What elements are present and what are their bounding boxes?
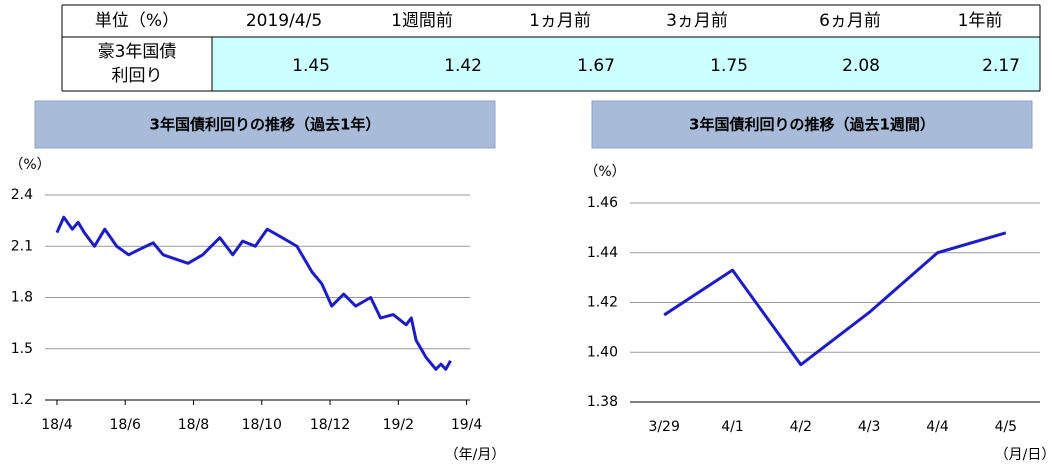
- chart-title: 3年国債利回りの推移（過去1年）: [150, 116, 381, 134]
- table-header: 1ヵ月前: [529, 11, 591, 31]
- table-header: 3ヵ月前: [666, 11, 728, 31]
- y-tick-label: 1.42: [587, 295, 618, 311]
- x-tick-label: 4/5: [995, 419, 1018, 435]
- table-value: 1.45: [292, 56, 330, 76]
- x-tick-label: 18/12: [310, 417, 350, 433]
- x-axis-label: （年/月）: [445, 447, 506, 463]
- table-header: 単位（%）: [95, 11, 179, 31]
- y-tick-label: 1.44: [587, 245, 618, 261]
- y-tick-label: 1.38: [587, 394, 618, 410]
- x-tick-label: 4/2: [790, 419, 813, 435]
- table-value: 2.17: [982, 56, 1020, 76]
- title-box: [34, 100, 496, 149]
- x-tick-label: 4/3: [858, 419, 881, 435]
- y-tick-label: 1.2: [11, 392, 33, 408]
- row-label: 利回り: [112, 66, 163, 86]
- y-tick-label: 1.8: [11, 290, 33, 306]
- table-header: 6ヵ月前: [819, 11, 881, 31]
- x-tick-label: 19/4: [451, 417, 483, 433]
- x-tick-label: 3/29: [648, 419, 679, 435]
- table-fill: [212, 37, 1040, 91]
- title-box: [591, 100, 1033, 149]
- line: [55, 215, 452, 371]
- table-header: 1週間前: [391, 11, 453, 31]
- x-tick-label: 4/4: [926, 419, 949, 435]
- table-value: 1.75: [710, 56, 748, 76]
- x-tick-label: 19/2: [383, 417, 414, 433]
- x-tick-label: 18/4: [41, 417, 73, 433]
- y-tick-label: 1.46: [587, 195, 618, 211]
- x-tick-label: 18/6: [109, 417, 141, 433]
- y-axis-label: （%）: [9, 157, 50, 173]
- line: [663, 231, 1007, 367]
- y-tick-label: 2.1: [11, 238, 33, 254]
- chart-title: 3年国債利回りの推移（過去1週間）: [689, 116, 935, 134]
- x-axis-label: （月/日）: [995, 447, 1056, 463]
- table-value: 1.67: [577, 56, 615, 76]
- row-label: 豪3年国債: [98, 41, 177, 62]
- table-value: 2.08: [842, 56, 880, 76]
- x-tick-label: 18/8: [178, 417, 209, 433]
- x-tick-label: 18/10: [242, 417, 282, 433]
- table-header: 1年前: [958, 11, 1003, 31]
- table-value: 1.42: [444, 56, 482, 76]
- y-tick-label: 2.4: [11, 187, 33, 203]
- y-tick-label: 1.40: [587, 344, 618, 360]
- y-axis-label: （%）: [584, 164, 625, 180]
- table-header: 2019/4/5: [246, 11, 322, 31]
- y-tick-label: 1.5: [11, 341, 33, 357]
- x-tick-label: 4/1: [721, 419, 744, 435]
